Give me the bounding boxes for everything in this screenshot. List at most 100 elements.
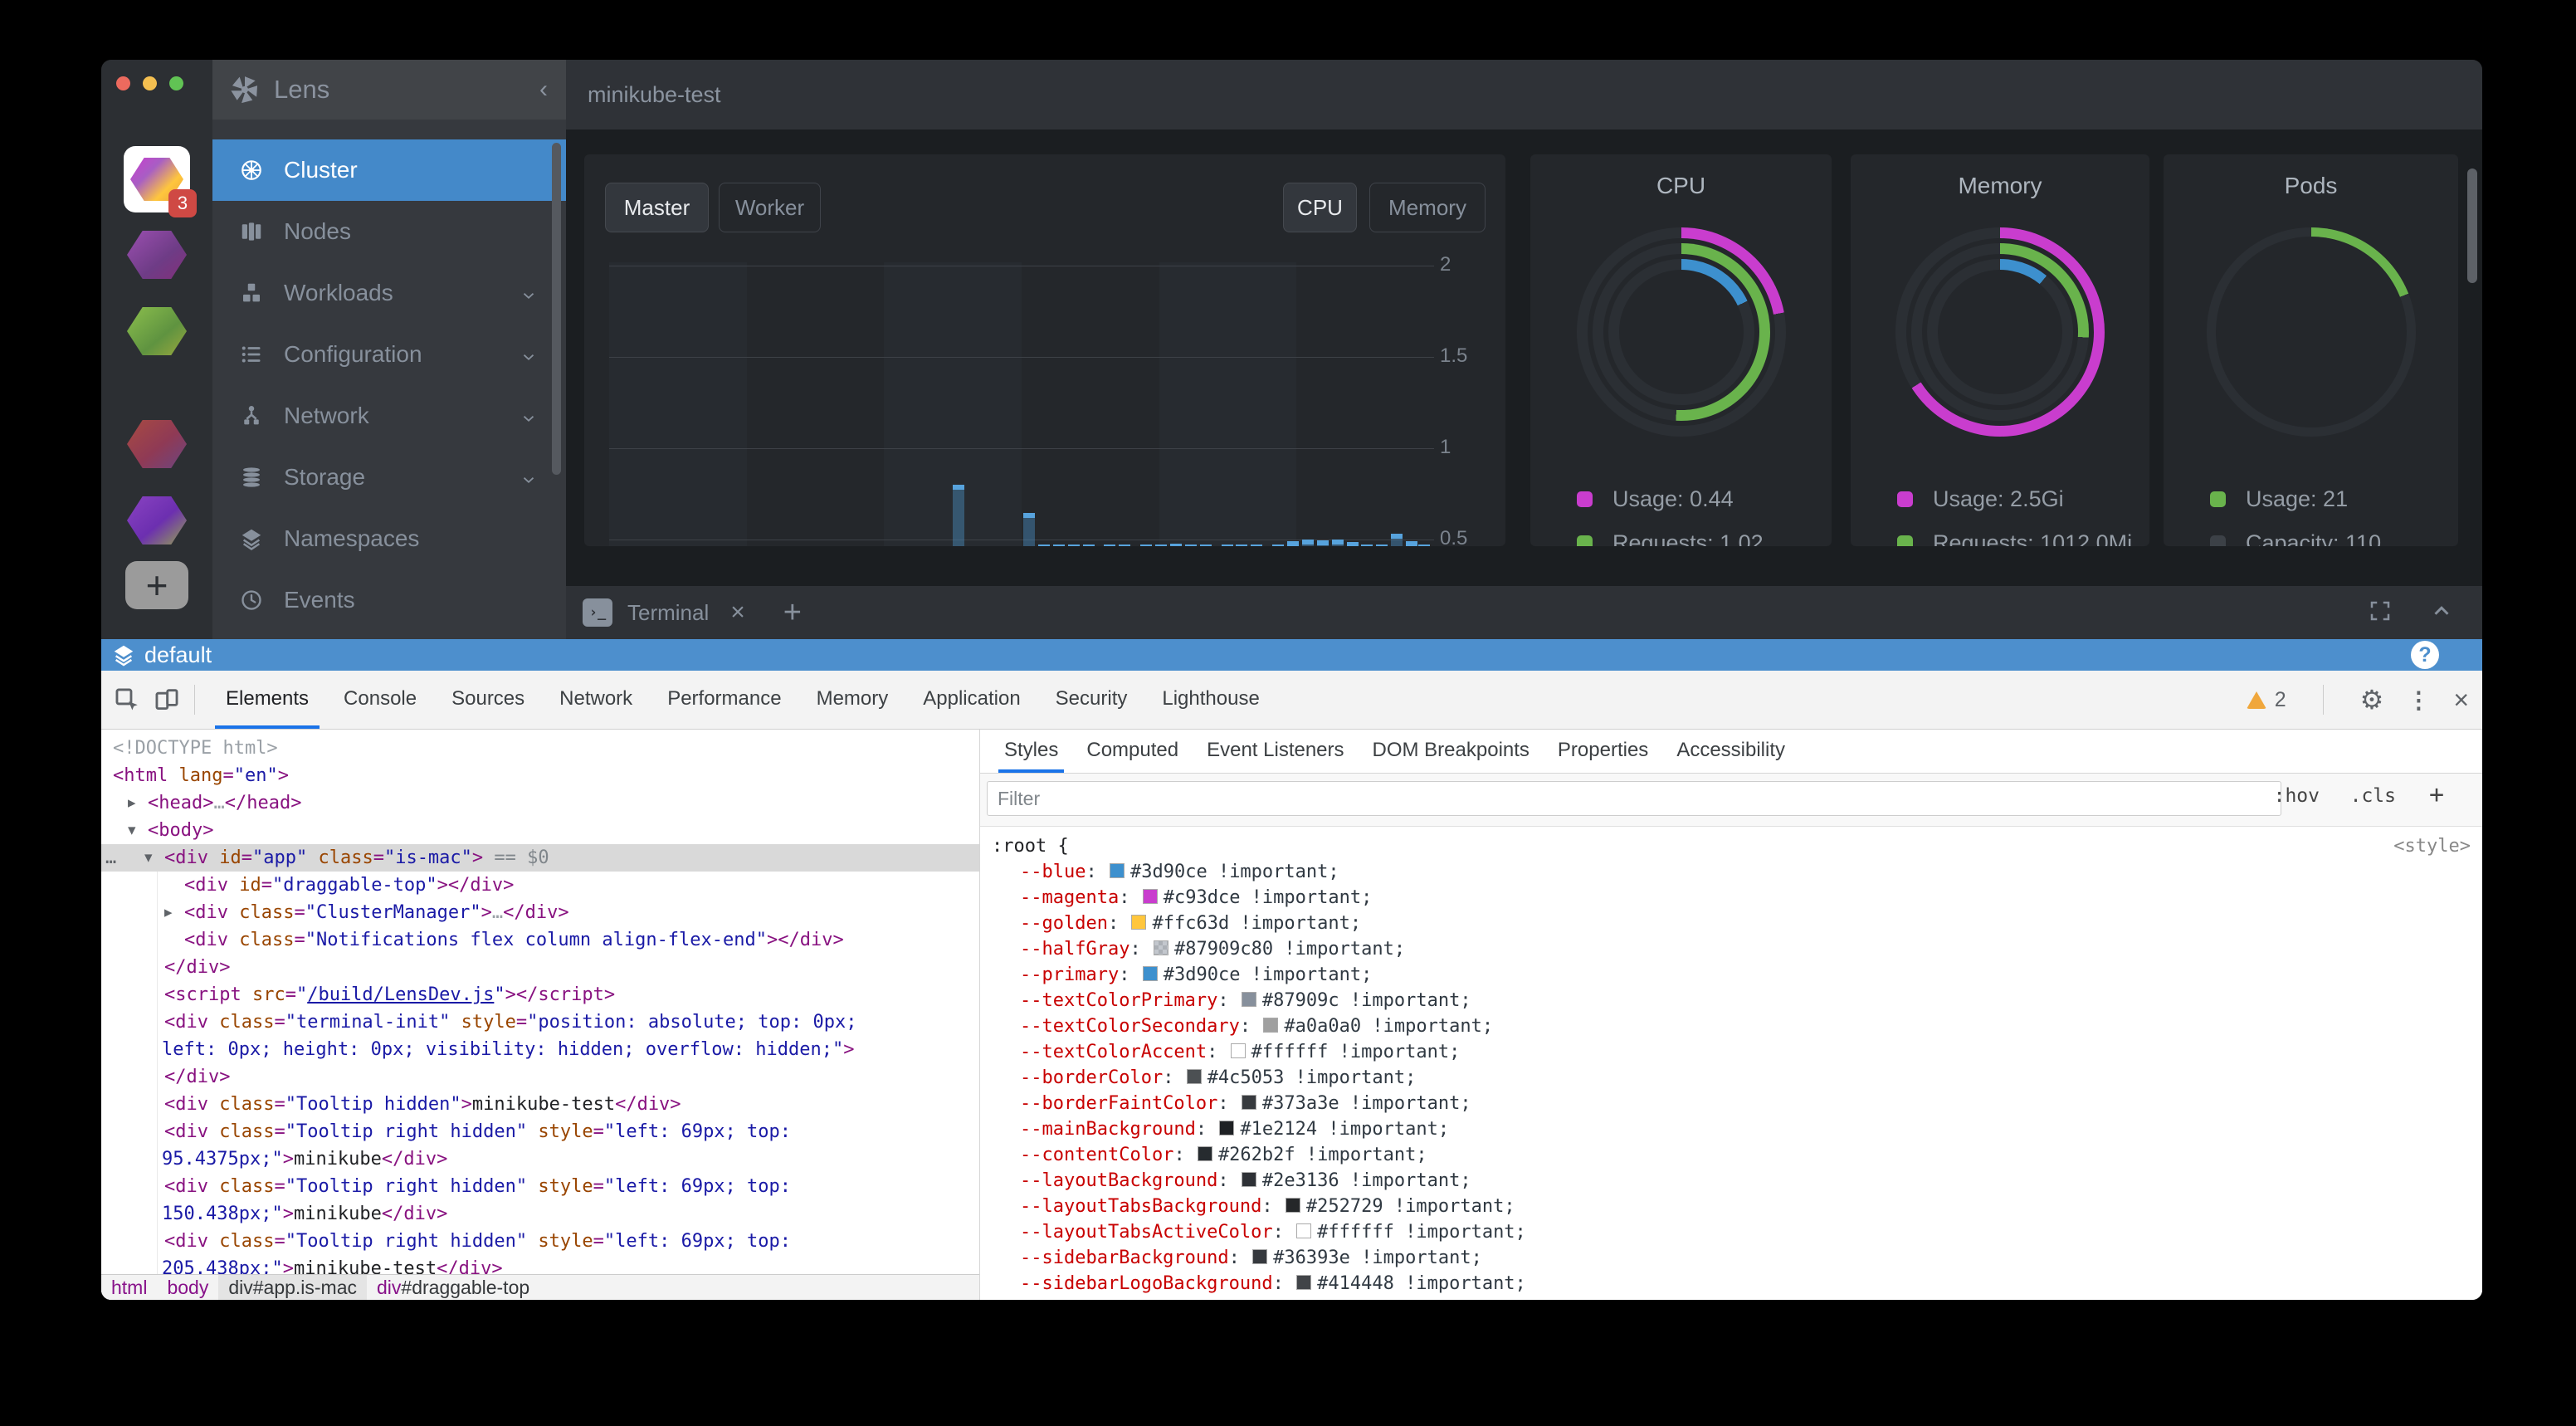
devtools-tab-performance[interactable]: Performance <box>667 687 782 710</box>
color-swatch[interactable] <box>1285 1198 1300 1213</box>
sidebar-collapse-button[interactable]: ‹ <box>539 76 548 103</box>
css-property-row[interactable]: --borderColor: #4c5053 !important; <box>980 1065 2482 1091</box>
zoom-window-button[interactable] <box>169 76 183 90</box>
terminal-close-button[interactable]: × <box>730 598 745 626</box>
dom-node-row[interactable]: <script src="/build/LensDev.js"></script… <box>101 981 979 1008</box>
color-swatch[interactable] <box>1241 1172 1256 1187</box>
color-swatch[interactable] <box>1142 966 1158 981</box>
metric-tab-cpu[interactable]: CPU <box>1283 183 1357 232</box>
sidebar-item-namespaces[interactable]: Namespaces <box>212 508 566 569</box>
color-swatch[interactable] <box>1241 1095 1256 1110</box>
dom-node-row[interactable]: </div> <box>101 954 979 981</box>
sidebar-item-configuration[interactable]: Configuration <box>212 324 566 385</box>
css-property-row[interactable]: --layoutTabsBackground: #252729 !importa… <box>980 1194 2482 1219</box>
devtools-tab-network[interactable]: Network <box>559 687 633 710</box>
cluster-tile-violet[interactable] <box>124 488 190 554</box>
dom-node-row[interactable]: <div class="Notifications flex column al… <box>101 926 979 954</box>
css-property-row[interactable]: --blue: #3d90ce !important; <box>980 859 2482 885</box>
dom-node-row[interactable]: <div id="draggable-top"></div> <box>101 872 979 899</box>
dom-node-row[interactable]: <div class="Tooltip right hidden" style=… <box>101 1228 979 1255</box>
color-swatch[interactable] <box>1241 992 1256 1007</box>
sidebar-item-events[interactable]: Events <box>212 569 566 631</box>
minimize-window-button[interactable] <box>143 76 157 90</box>
css-property-row[interactable]: --layoutBackground: #2e3136 !important; <box>980 1168 2482 1194</box>
devtools-settings-icon[interactable]: ⚙ <box>2359 685 2384 715</box>
css-property-row[interactable]: --primary: #3d90ce !important; <box>980 962 2482 988</box>
dom-node-row[interactable]: left: 0px; height: 0px; visibility: hidd… <box>101 1036 979 1063</box>
color-swatch[interactable] <box>1186 1069 1202 1084</box>
element-classes-toggle[interactable]: .cls <box>2349 785 2396 807</box>
dom-node-row[interactable]: ▾ <body> <box>101 817 979 844</box>
devtools-tab-memory[interactable]: Memory <box>816 687 889 710</box>
css-rule-selector[interactable]: :root { <box>992 836 1069 857</box>
add-cluster-button[interactable]: + <box>125 561 188 609</box>
dom-node-row[interactable]: <div class="Tooltip right hidden" style=… <box>101 1118 979 1145</box>
expand-right-icon[interactable]: ▸ <box>164 904 173 921</box>
color-swatch[interactable] <box>1252 1249 1268 1264</box>
color-swatch[interactable] <box>1296 1275 1312 1290</box>
help-button[interactable]: ? <box>2411 641 2439 669</box>
stylesheet-origin-link[interactable]: <style> <box>2393 836 2471 857</box>
dom-node-row[interactable]: <div class="Tooltip hidden">minikube-tes… <box>101 1091 979 1118</box>
color-swatch[interactable] <box>1131 915 1147 930</box>
css-property-row[interactable]: --textColorAccent: #ffffff !important; <box>980 1039 2482 1065</box>
breadcrumb-item[interactable]: html <box>101 1275 157 1300</box>
sidebar-item-network[interactable]: Network <box>212 385 566 447</box>
color-swatch[interactable] <box>1109 863 1125 878</box>
dom-node-row[interactable]: <div class="terminal-init" style="positi… <box>101 1008 979 1036</box>
sidebar-item-storage[interactable]: Storage <box>212 447 566 508</box>
css-property-row[interactable]: --golden: #ffc63d !important; <box>980 911 2482 936</box>
sidebar-item-cluster[interactable]: Cluster <box>212 139 566 201</box>
expand-down-icon[interactable]: ▾ <box>144 849 153 867</box>
devtools-menu-icon[interactable]: ⋮ <box>2407 686 2431 713</box>
styles-tab-event-listeners[interactable]: Event Listeners <box>1207 739 1344 761</box>
new-style-rule-button[interactable]: + <box>2428 780 2444 809</box>
color-swatch[interactable] <box>1142 889 1158 904</box>
cluster-tile-green[interactable] <box>124 299 190 365</box>
dom-node-row[interactable]: 95.4375px;">minikube</div> <box>101 1145 979 1173</box>
color-swatch[interactable] <box>1263 1018 1279 1033</box>
css-property-row[interactable]: --sidebarLogoBackground: #414448 !import… <box>980 1271 2482 1297</box>
css-property-row[interactable]: --magenta: #c93dce !important; <box>980 885 2482 911</box>
styles-tab-dom-breakpoints[interactable]: DOM Breakpoints <box>1372 739 1530 761</box>
namespace-label[interactable]: default <box>144 642 212 667</box>
breadcrumb-item[interactable]: body <box>157 1275 218 1300</box>
dom-node-row[interactable]: <html lang="en"> <box>101 762 979 789</box>
terminal-expand-icon[interactable] <box>2368 598 2393 628</box>
dom-node-row[interactable]: 205.438px;">minikube-test</div> <box>101 1255 979 1275</box>
sidebar-item-workloads[interactable]: Workloads <box>212 262 566 324</box>
devtools-close-icon[interactable]: × <box>2453 684 2469 715</box>
cluster-tile-purple[interactable] <box>124 222 190 289</box>
expand-right-icon[interactable]: ▸ <box>128 794 136 812</box>
styles-tab-properties[interactable]: Properties <box>1557 739 1649 761</box>
dom-node-row[interactable]: ▸ <div class="ClusterManager">…</div> <box>101 899 979 926</box>
css-property-row[interactable]: --contentColor: #262b2f !important; <box>980 1142 2482 1168</box>
css-property-row[interactable]: --textColorSecondary: #a0a0a0 !important… <box>980 1013 2482 1039</box>
css-property-row[interactable]: --textColorPrimary: #87909c !important; <box>980 988 2482 1013</box>
color-swatch[interactable] <box>1219 1121 1235 1135</box>
terminal-tab-label[interactable]: Terminal <box>627 599 710 625</box>
sidebar-scrollbar[interactable] <box>552 143 561 475</box>
sidebar-item-nodes[interactable]: Nodes <box>212 201 566 262</box>
metric-tab-memory[interactable]: Memory <box>1369 183 1486 232</box>
dom-node-row[interactable]: <div class="Tooltip right hidden" style=… <box>101 1173 979 1200</box>
breadcrumb-item[interactable]: div#app.is-mac <box>218 1275 368 1300</box>
content-scrollbar[interactable] <box>2467 168 2477 283</box>
devtools-tab-console[interactable]: Console <box>344 687 417 710</box>
expand-down-icon[interactable]: ▾ <box>128 822 136 839</box>
pseudo-state-toggle[interactable]: :hov <box>2273 785 2320 807</box>
inspect-element-icon[interactable] <box>113 686 141 714</box>
css-property-row[interactable]: --sidebarBackground: #36393e !important; <box>980 1245 2482 1271</box>
color-swatch[interactable] <box>1153 940 1168 955</box>
dom-node-row[interactable]: <!DOCTYPE html> <box>101 735 979 762</box>
color-swatch[interactable] <box>1197 1146 1212 1161</box>
color-swatch[interactable] <box>1230 1043 1246 1058</box>
devtools-tab-lighthouse[interactable]: Lighthouse <box>1162 687 1260 710</box>
devtools-tab-security[interactable]: Security <box>1055 687 1128 710</box>
node-tab-worker[interactable]: Worker <box>719 183 821 232</box>
css-property-row[interactable]: --halfGray: #87909c80 !important; <box>980 936 2482 962</box>
dom-node-row[interactable]: </div> <box>101 1063 979 1091</box>
cluster-tile-lens-active[interactable]: 3 <box>124 146 197 217</box>
css-property-row[interactable]: --layoutTabsActiveColor: #ffffff !import… <box>980 1219 2482 1245</box>
devtools-tab-elements[interactable]: Elements <box>208 671 326 729</box>
